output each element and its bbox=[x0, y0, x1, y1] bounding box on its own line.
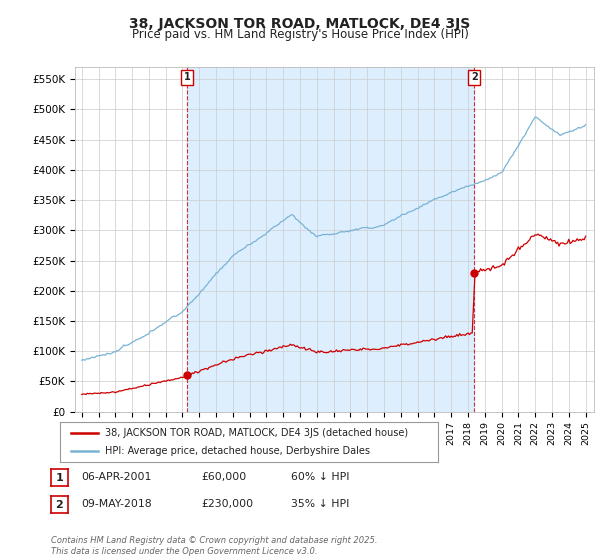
Text: 2: 2 bbox=[471, 72, 478, 82]
Text: Price paid vs. HM Land Registry's House Price Index (HPI): Price paid vs. HM Land Registry's House … bbox=[131, 28, 469, 41]
Text: 1: 1 bbox=[184, 72, 190, 82]
Text: £230,000: £230,000 bbox=[201, 499, 253, 509]
Text: 1: 1 bbox=[56, 473, 63, 483]
Bar bbox=[187, 67, 474, 412]
Text: Contains HM Land Registry data © Crown copyright and database right 2025.
This d: Contains HM Land Registry data © Crown c… bbox=[51, 536, 377, 556]
Text: 38, JACKSON TOR ROAD, MATLOCK, DE4 3JS (detached house): 38, JACKSON TOR ROAD, MATLOCK, DE4 3JS (… bbox=[106, 428, 409, 437]
Text: 06-APR-2001: 06-APR-2001 bbox=[81, 472, 151, 482]
Text: HPI: Average price, detached house, Derbyshire Dales: HPI: Average price, detached house, Derb… bbox=[106, 446, 370, 456]
Text: 09-MAY-2018: 09-MAY-2018 bbox=[81, 499, 152, 509]
Text: £60,000: £60,000 bbox=[201, 472, 246, 482]
Text: 60% ↓ HPI: 60% ↓ HPI bbox=[291, 472, 349, 482]
Text: 35% ↓ HPI: 35% ↓ HPI bbox=[291, 499, 349, 509]
Text: 2: 2 bbox=[56, 500, 63, 510]
Text: 38, JACKSON TOR ROAD, MATLOCK, DE4 3JS: 38, JACKSON TOR ROAD, MATLOCK, DE4 3JS bbox=[130, 17, 470, 31]
